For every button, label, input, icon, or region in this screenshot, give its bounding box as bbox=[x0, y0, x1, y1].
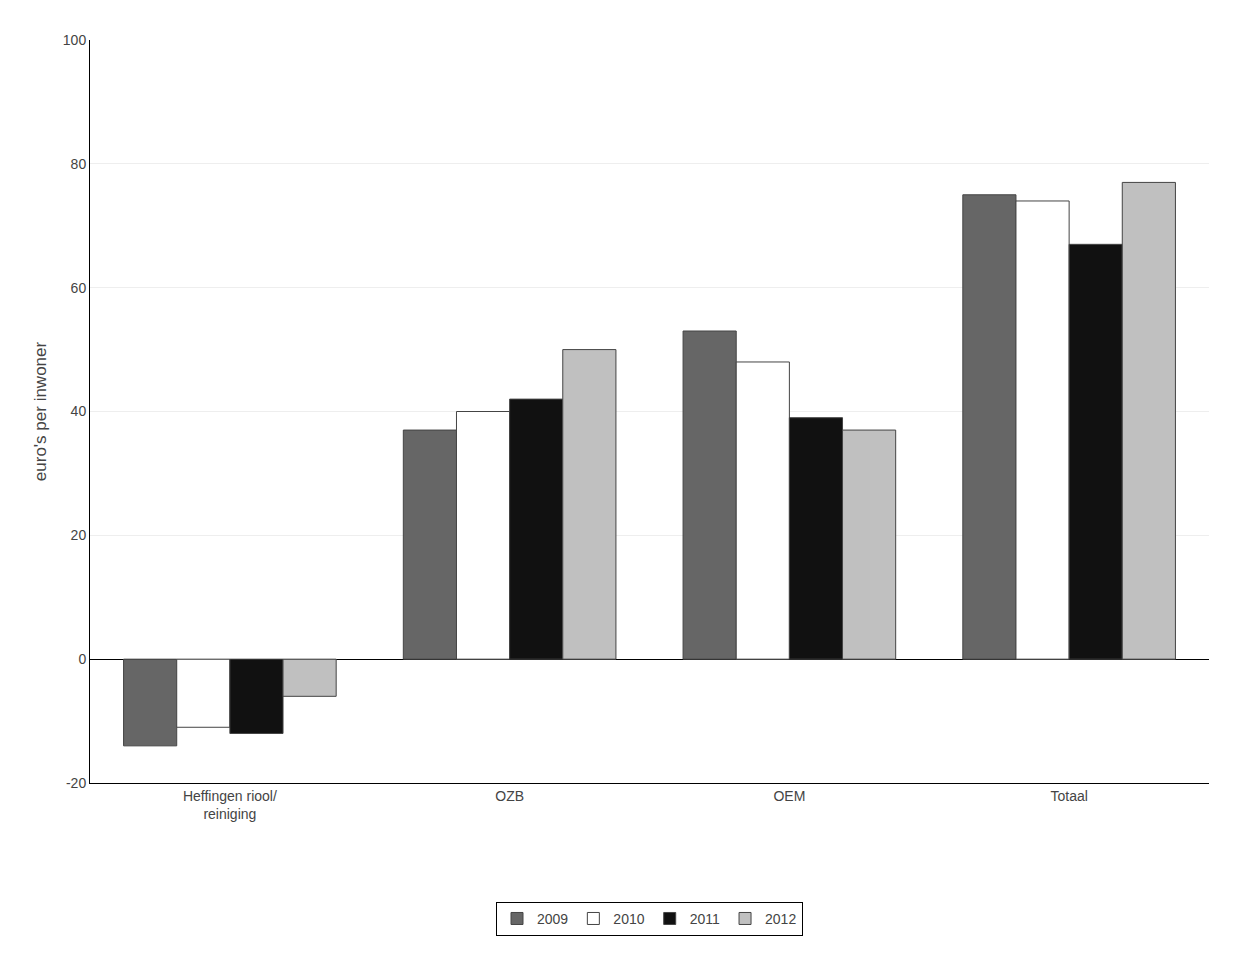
svg-text:100: 100 bbox=[63, 32, 87, 48]
svg-text:Heffingen riool/reiniging: Heffingen riool/reiniging bbox=[183, 788, 277, 822]
svg-text:OZB: OZB bbox=[495, 788, 524, 804]
svg-text:60: 60 bbox=[71, 280, 87, 296]
svg-text:2011: 2011 bbox=[690, 911, 720, 927]
svg-text:2012: 2012 bbox=[765, 911, 796, 927]
svg-text:2010: 2010 bbox=[613, 911, 644, 927]
svg-text:0: 0 bbox=[78, 651, 86, 667]
svg-text:Totaal: Totaal bbox=[1050, 788, 1087, 804]
svg-text:-20: -20 bbox=[66, 775, 86, 791]
svg-text:80: 80 bbox=[71, 156, 87, 172]
svg-text:2009: 2009 bbox=[537, 911, 568, 927]
svg-text:40: 40 bbox=[71, 403, 87, 419]
svg-text:OEM: OEM bbox=[773, 788, 805, 804]
svg-text:20: 20 bbox=[71, 527, 87, 543]
svg-text:euro's per inwoner: euro's per inwoner bbox=[31, 342, 50, 482]
